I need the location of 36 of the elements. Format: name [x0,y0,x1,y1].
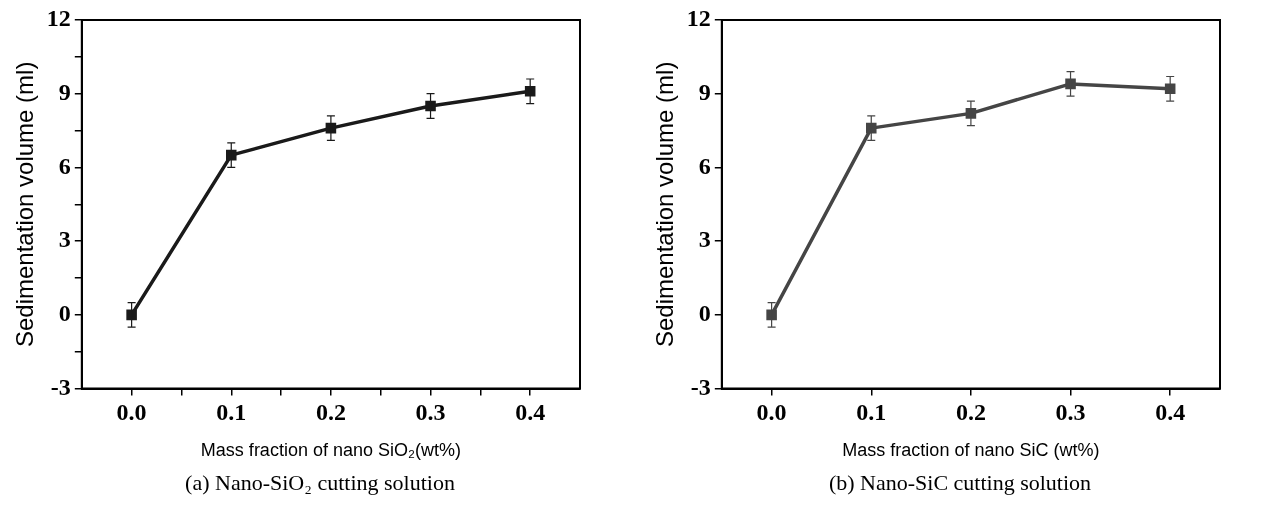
y-tick-label: -3 [690,373,711,400]
y-tick-label: 12 [46,5,71,32]
point [766,309,777,321]
x-axis-title: Mass fraction of nano SiC (wt%) [842,440,1100,461]
y-tick-label: 3 [698,226,711,253]
y-tick-label: 0 [698,300,711,327]
y-tick-label: 9 [58,78,71,105]
x-tick-label: 0.2 [315,399,346,426]
x-tick-label: 0.0 [116,399,147,426]
point [1164,83,1176,95]
text: (a) Nano-SiO₂ cutting solution [184,470,456,496]
y-axis-title: Sedimentation volume (ml) [651,61,679,348]
point [425,100,436,112]
x-tick-label: 0.3 [415,399,446,426]
point [225,149,237,161]
point [865,122,877,134]
x-tick-label: 0.2 [955,399,986,426]
y-tick-label: 9 [698,78,711,105]
point [524,85,536,97]
x-axis-title: Mass fraction of nano SiO₂(wt%) [200,440,461,461]
point [1065,78,1076,90]
x-tick-label: 0.1 [856,399,887,426]
y-tick-label: 12 [686,5,711,32]
text: (b) Nano-SiC cutting solution [827,470,1093,496]
y-tick-label: 0 [58,300,71,327]
y-tick-label: 6 [698,152,711,179]
y-axis-title: Sedimentation volume (ml) [11,61,39,348]
x-tick-label: 0.3 [1055,399,1086,426]
x-tick-label: 0.0 [756,399,787,426]
x-tick-label: 0.1 [216,399,247,426]
point [126,309,137,321]
y-tick-label: 6 [58,152,71,179]
x-tick-label: 0.4 [515,399,546,426]
x-tick-label: 0.4 [1155,399,1186,426]
y-tick-label: -3 [50,373,71,400]
y-tick-label: 3 [58,226,71,253]
